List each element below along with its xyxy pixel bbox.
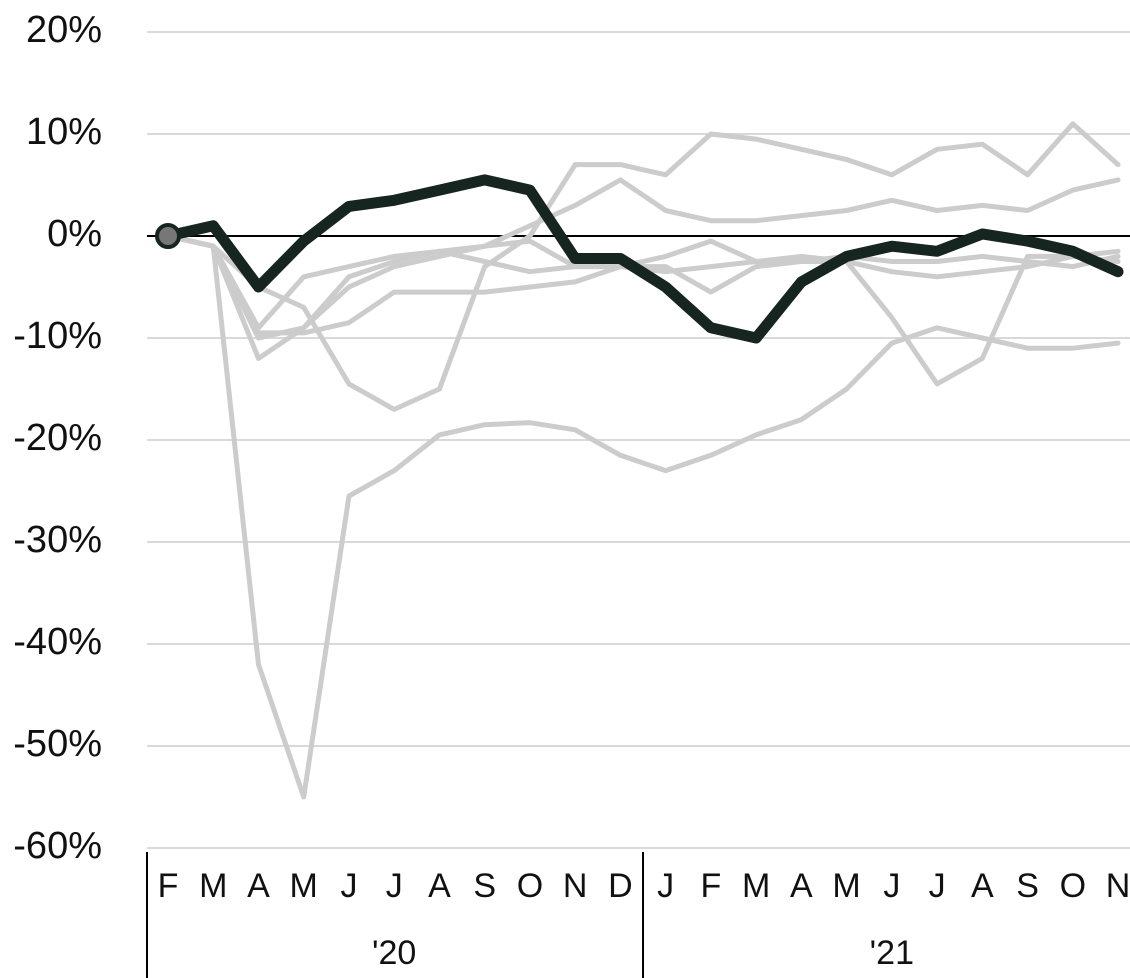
x-tick-label: J: [386, 867, 403, 905]
x-tick-label: O: [517, 867, 543, 905]
y-tick-label: 0%: [47, 213, 102, 255]
y-tick-label: -30%: [13, 519, 102, 561]
x-tick-label: N: [563, 867, 588, 905]
series-line: [165, 233, 1121, 361]
x-tick-label: N: [1106, 867, 1130, 905]
x-tick-label: D: [608, 867, 633, 905]
x-tick-label: O: [1060, 867, 1086, 905]
y-tick-label: 10%: [26, 111, 102, 153]
y-tick-label: -10%: [13, 315, 102, 357]
y-tick-label: 20%: [26, 9, 102, 51]
x-tick-label: J: [929, 867, 946, 905]
group-label: '20: [372, 934, 416, 972]
x-tick-label: J: [657, 867, 674, 905]
x-tick-label: A: [428, 867, 451, 905]
series-line: [165, 177, 1121, 341]
y-tick-label: -50%: [13, 723, 102, 765]
x-tick-label: F: [700, 867, 721, 905]
group-label: '21: [870, 934, 914, 972]
x-tick-label: A: [971, 867, 994, 905]
x-tick-label: J: [340, 867, 357, 905]
series-line: [165, 233, 1121, 800]
y-tick-label: -60%: [13, 825, 102, 867]
x-tick-label: M: [290, 867, 318, 905]
x-tick-label: M: [199, 867, 227, 905]
series-line: [165, 121, 1121, 412]
y-tick-label: -20%: [13, 417, 102, 459]
x-tick-label: M: [832, 867, 860, 905]
x-tick-label: M: [742, 867, 770, 905]
x-tick-label: S: [473, 867, 496, 905]
x-tick-label: J: [883, 867, 900, 905]
x-tick-label: A: [790, 867, 813, 905]
x-tick-label: S: [1016, 867, 1039, 905]
start-marker: [155, 223, 181, 249]
x-tick-label: A: [247, 867, 270, 905]
x-tick-label: F: [158, 867, 179, 905]
y-tick-label: -40%: [13, 621, 102, 663]
series-line: [162, 174, 1124, 344]
